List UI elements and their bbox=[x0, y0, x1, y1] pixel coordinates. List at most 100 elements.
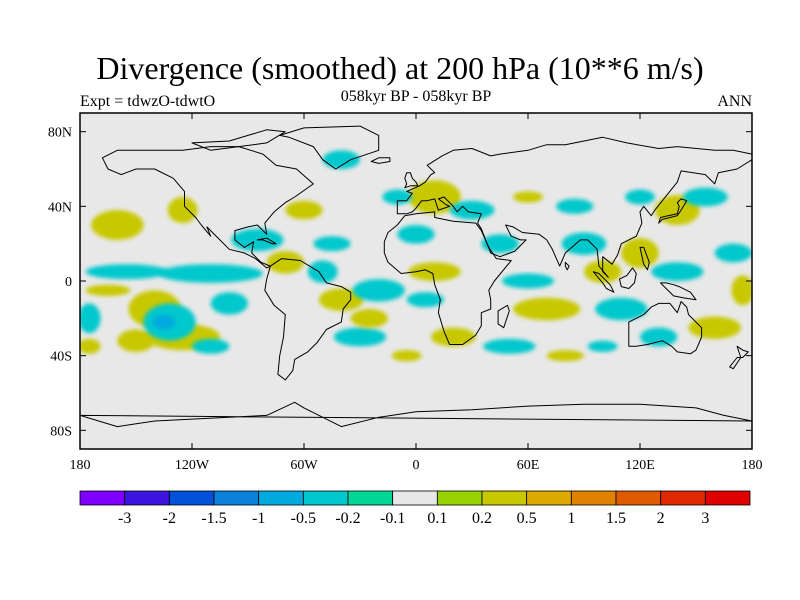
period-label: 058kyr BP - 058kyr BP bbox=[340, 88, 492, 105]
field-blob-31 bbox=[501, 273, 555, 289]
colorbar: -3 -2 -1.5 -1 -0.5 -0.2 -0.1 0.1 0.2 0.5 1 1.5 2 3 bbox=[79, 490, 751, 527]
field-blob-20 bbox=[352, 279, 405, 302]
field-blob-35 bbox=[621, 238, 659, 268]
coastline-7 bbox=[404, 172, 419, 189]
colorbar-label: 1 bbox=[567, 510, 575, 527]
field-blob-19 bbox=[333, 327, 387, 347]
colorbar-label: -3 bbox=[118, 510, 131, 527]
field-blob-40 bbox=[688, 316, 741, 339]
colorbar-label: 0.2 bbox=[472, 510, 492, 527]
field-blob-50 bbox=[546, 350, 584, 362]
coastlines bbox=[80, 125, 752, 428]
colorbar-label: 0.5 bbox=[517, 510, 537, 527]
coastline-6 bbox=[80, 401, 752, 428]
colorbar-label: 1.5 bbox=[606, 510, 626, 527]
coastline-13 bbox=[497, 304, 510, 329]
lon-label: 120W bbox=[175, 458, 210, 473]
colorbar-label: -2 bbox=[163, 510, 176, 527]
field-blob-41 bbox=[640, 327, 678, 347]
field-blob-33 bbox=[561, 232, 607, 255]
field-blob-30 bbox=[513, 297, 581, 321]
colorbar-swatch bbox=[124, 490, 170, 506]
field-blob-11 bbox=[210, 292, 248, 315]
coastline-3 bbox=[396, 136, 752, 278]
field-blob-10 bbox=[85, 284, 131, 296]
coastline-1 bbox=[264, 258, 352, 381]
colorbar-swatch bbox=[392, 490, 438, 506]
colorbar-swatch bbox=[615, 490, 662, 506]
map-axes: 80N 40N 0 40S 80S 180 120W 60W 0 60E 120E 180 bbox=[48, 113, 763, 473]
field-blob-51 bbox=[587, 340, 618, 352]
lat-label: 40S bbox=[50, 350, 72, 365]
field-blob-0 bbox=[85, 264, 168, 280]
field-blob-29 bbox=[481, 234, 519, 254]
field-blob-27 bbox=[406, 292, 445, 308]
field-blob-18 bbox=[318, 288, 364, 311]
lon-label: 180 bbox=[70, 458, 91, 473]
colorbar-swatch bbox=[660, 490, 706, 506]
coastline-15 bbox=[256, 237, 277, 245]
lat-label: 0 bbox=[65, 275, 72, 290]
coastline-14 bbox=[639, 246, 650, 271]
lat-label: 80N bbox=[48, 126, 72, 141]
colorbar-label: -0.2 bbox=[335, 510, 360, 527]
coastline-2 bbox=[279, 125, 380, 170]
colorbar-swatch bbox=[79, 490, 126, 506]
field-blob-26 bbox=[408, 262, 461, 281]
field-blob-42 bbox=[714, 243, 752, 263]
field-blob-8 bbox=[91, 210, 144, 240]
field-blob-6 bbox=[152, 314, 176, 330]
field-blob-24 bbox=[449, 200, 495, 220]
field-blob-38 bbox=[682, 187, 728, 207]
coastline-16 bbox=[564, 261, 570, 271]
coastline-8 bbox=[658, 198, 688, 224]
lat-label: 80S bbox=[50, 424, 72, 439]
divergence-field bbox=[80, 150, 752, 362]
lon-label: 60W bbox=[290, 458, 318, 473]
coastline-11 bbox=[660, 282, 697, 301]
field-blob-17 bbox=[307, 260, 338, 283]
colorbar-swatch bbox=[213, 490, 260, 506]
field-blob-21 bbox=[350, 309, 389, 328]
field-blob-9 bbox=[167, 197, 198, 224]
colorbar-swatch bbox=[168, 490, 215, 506]
coastline-0 bbox=[101, 146, 314, 269]
coastline-18 bbox=[191, 129, 286, 151]
colorbar-label: -1.5 bbox=[201, 510, 226, 527]
figure-title: Divergence (smoothed) at 200 hPa (10**6 … bbox=[96, 50, 704, 86]
lon-label: 60E bbox=[517, 458, 540, 473]
colorbar-swatch bbox=[526, 490, 572, 506]
field-blob-22 bbox=[322, 150, 361, 170]
lon-label: 180 bbox=[742, 458, 763, 473]
colorbar-swatch bbox=[570, 490, 617, 506]
field-blob-43 bbox=[731, 275, 752, 306]
field-blob-46 bbox=[625, 189, 655, 205]
field-blob-7 bbox=[80, 303, 101, 334]
coastline-9 bbox=[592, 271, 615, 293]
colorbar-label: -0.5 bbox=[291, 510, 316, 527]
colorbar-swatch bbox=[302, 490, 349, 506]
field-blob-16 bbox=[313, 236, 351, 252]
field-blob-1 bbox=[158, 264, 263, 283]
colorbar-label: 3 bbox=[701, 510, 709, 527]
coastline-4 bbox=[383, 211, 512, 345]
field-blob-4 bbox=[117, 329, 155, 352]
field-blob-49 bbox=[391, 350, 422, 362]
coastline-10 bbox=[619, 267, 637, 289]
field-blob-36 bbox=[595, 297, 648, 321]
field-blob-39 bbox=[651, 262, 704, 281]
lon-label: 0 bbox=[413, 458, 420, 473]
field-blob-15 bbox=[285, 200, 323, 220]
experiment-label: Expt = tdwzO-tdwtO bbox=[80, 93, 216, 110]
field-blob-14 bbox=[266, 251, 305, 274]
field-blob-28 bbox=[430, 327, 476, 347]
field-blob-12 bbox=[192, 338, 230, 354]
field-blob-47 bbox=[513, 191, 543, 203]
field-blob-45 bbox=[556, 198, 594, 214]
colorbar-label: 2 bbox=[657, 510, 665, 527]
coastline-17 bbox=[370, 157, 391, 164]
colorbar-swatch bbox=[704, 490, 751, 506]
colorbar-swatch bbox=[258, 490, 304, 506]
field-blob-25 bbox=[397, 225, 435, 244]
